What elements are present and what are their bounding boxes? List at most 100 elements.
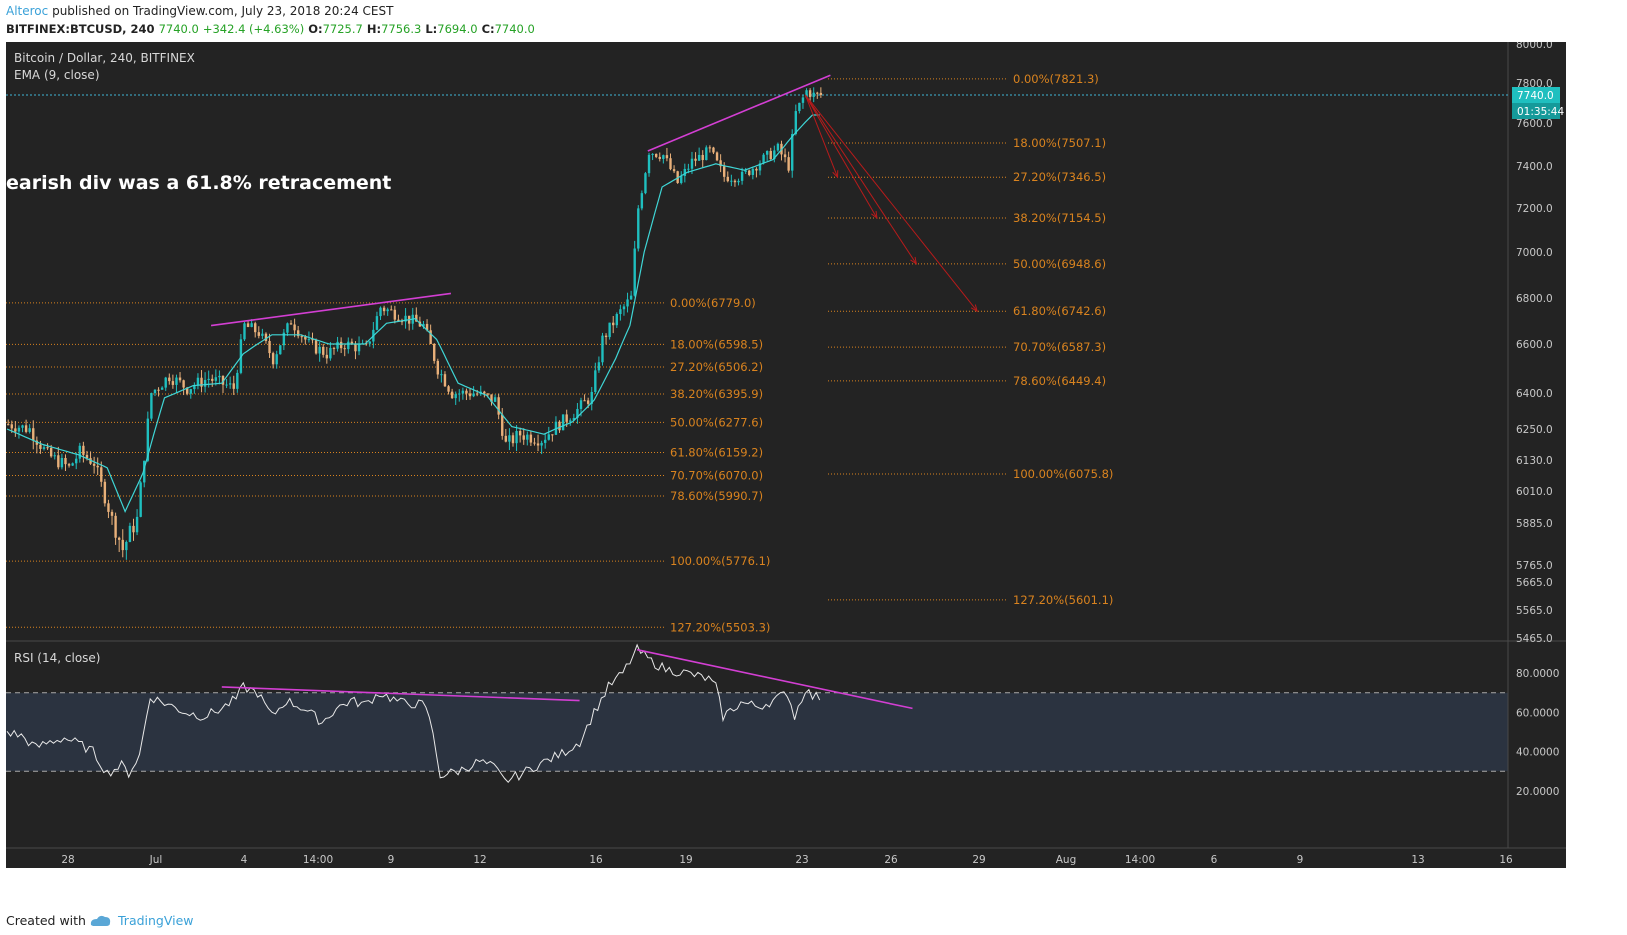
candle-body <box>268 340 271 354</box>
candle-body <box>89 458 92 464</box>
price-tick-label: 6800.0 <box>1516 293 1553 305</box>
candle-body <box>186 387 189 394</box>
candle-body <box>819 92 823 95</box>
candle-body <box>311 339 314 341</box>
candle-body <box>164 377 167 388</box>
rsi-title: RSI (14, close) <box>14 651 100 665</box>
candle-body <box>508 435 511 442</box>
countdown-tag <box>1512 103 1560 119</box>
candle-body <box>794 111 797 135</box>
price-tick-label: 5765.0 <box>1516 560 1553 572</box>
candle-body <box>730 180 733 182</box>
time-tick-label: 14:00 <box>1125 854 1155 866</box>
candle-body <box>200 377 203 387</box>
candle-body <box>332 347 336 349</box>
fib-level-1-label: 27.20%(6506.2) <box>670 360 763 374</box>
time-tick-label: 26 <box>884 854 898 866</box>
candle-body <box>203 379 207 387</box>
symbol-line: BITFINEX:BTCUSD, 240 7740.0 +342.4 (+4.6… <box>6 22 535 36</box>
candle-body <box>465 390 468 394</box>
candle-body <box>236 372 239 389</box>
projection-arrow <box>804 94 978 312</box>
candle-body <box>622 306 626 310</box>
candle-body <box>522 435 525 440</box>
candle-body <box>647 154 651 174</box>
candle-body <box>221 375 225 385</box>
candle-body <box>314 340 318 354</box>
close-value: 7740.0 <box>494 22 535 36</box>
candle-body <box>483 391 486 394</box>
annotation-text: earish div was a 61.8% retracement <box>6 172 391 194</box>
projection-arrow <box>804 94 917 265</box>
candle-body <box>569 420 572 422</box>
candle-body <box>458 393 461 395</box>
price-tick-label: 6250.0 <box>1516 424 1553 436</box>
projection-arrowhead <box>970 304 978 313</box>
candle-body <box>397 319 400 322</box>
candle-body <box>651 153 654 155</box>
candle-body <box>586 400 590 404</box>
footer-bar: Created with TradingView <box>0 904 1627 935</box>
author-link[interactable]: Alteroc <box>6 4 49 18</box>
candle-body <box>75 458 78 464</box>
candle-body <box>100 467 103 482</box>
fib-level-1-label: 0.00%(6779.0) <box>670 296 756 310</box>
close-label: C: <box>481 22 495 36</box>
candle-body <box>322 346 325 355</box>
time-tick-label: Aug <box>1056 854 1077 866</box>
low-value: 7694.0 <box>437 22 478 36</box>
chart-svg[interactable]: 0.00%(6779.0) 18.00%(6598.5) 27.20%(6506.2… <box>6 39 1566 868</box>
fib-level-1-label: 70.70%(6070.0) <box>670 469 763 483</box>
candle-body <box>279 345 282 355</box>
price-tick-label: 7200.0 <box>1516 203 1553 215</box>
candle-body <box>662 155 665 159</box>
candle-body <box>246 323 250 327</box>
chart-title: Bitcoin / Dollar, 240, BITFINEX <box>14 51 195 65</box>
candle-body <box>393 309 397 320</box>
candle-body <box>590 391 593 404</box>
price-tick-label: 6400.0 <box>1516 388 1553 400</box>
candle-body <box>60 457 64 468</box>
time-tick-label: 12 <box>473 854 486 866</box>
chart-panel[interactable]: 0.00%(6779.0) 18.00%(6598.5) 27.20%(6506.2… <box>6 39 1566 868</box>
candle-body <box>783 154 787 158</box>
candle-body <box>798 102 801 112</box>
candle-body <box>751 168 755 175</box>
candle-body <box>676 171 679 183</box>
rsi-line <box>6 643 821 783</box>
candle-body <box>601 335 604 363</box>
candle-body <box>7 424 10 426</box>
candles <box>7 87 823 560</box>
candle-body <box>619 309 622 315</box>
tradingview-link[interactable]: TradingView <box>118 913 194 928</box>
candle-body <box>82 445 85 455</box>
candle-body <box>744 170 747 172</box>
rsi-trendline <box>636 648 913 710</box>
candle-body <box>701 154 704 161</box>
time-tick-label: 9 <box>1297 854 1304 866</box>
candle-body <box>211 378 214 381</box>
candle-body <box>325 354 329 359</box>
rsi-tick-label: 80.0000 <box>1516 668 1559 680</box>
candle-body <box>218 375 221 378</box>
tradingview-logo-icon[interactable] <box>88 913 112 933</box>
projection-arrowhead <box>910 256 918 265</box>
fib-level-2-label: 61.80%(6742.6) <box>1013 304 1106 318</box>
fib-level-1-label: 100.00%(5776.1) <box>670 554 770 568</box>
fib-level-2-label: 127.20%(5601.1) <box>1013 593 1113 607</box>
candle-body <box>135 516 139 533</box>
candle-body <box>175 377 178 385</box>
candle-body <box>24 425 28 432</box>
candle-body <box>96 465 99 468</box>
candle-body <box>347 341 350 350</box>
candle-body <box>669 158 672 170</box>
candle-body <box>85 454 89 459</box>
ema-legend: EMA (9, close) <box>14 68 100 82</box>
candle-body <box>271 353 275 365</box>
candle-body <box>726 176 729 182</box>
candle-body <box>28 428 31 432</box>
fib-level-1-label: 61.80%(6159.2) <box>670 445 763 459</box>
candle-body <box>425 323 429 331</box>
candle-body <box>443 374 447 387</box>
candle-body <box>415 314 418 322</box>
